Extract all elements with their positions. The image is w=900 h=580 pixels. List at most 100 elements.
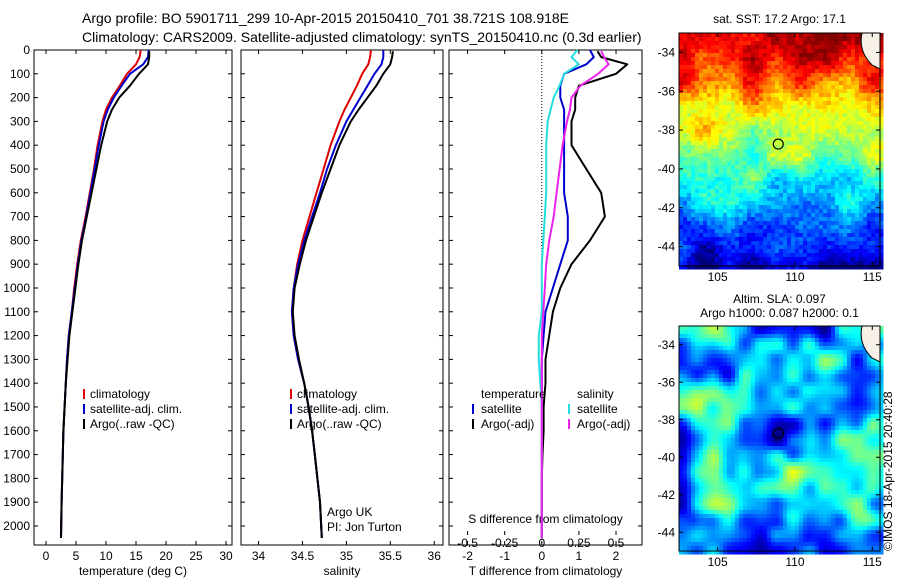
legend-label: satellite (481, 402, 522, 416)
map-cell (851, 257, 856, 262)
map-cell (839, 65, 844, 70)
map-cell (679, 265, 684, 270)
map-cell (811, 125, 816, 130)
map-cell (719, 265, 724, 270)
map-cell (767, 438, 772, 443)
map-cell (795, 237, 800, 242)
map-cell (863, 450, 868, 455)
map-cell (791, 181, 796, 186)
map-cell (775, 121, 780, 126)
map-cell (843, 73, 848, 78)
map-cell (687, 326, 692, 331)
map-cell (819, 430, 824, 435)
map-cell (731, 61, 736, 66)
map-cell (803, 394, 808, 399)
map-cell (767, 249, 772, 254)
map-cell (687, 225, 692, 230)
map-cell (763, 153, 768, 158)
map-cell (755, 77, 760, 82)
map-cell (727, 81, 732, 86)
map-cell (723, 197, 728, 202)
map-cell (687, 109, 692, 114)
map-cell (695, 161, 700, 166)
map-cell (707, 418, 712, 423)
map-cell (707, 121, 712, 126)
map-cell (847, 49, 852, 54)
map-cell (847, 414, 852, 419)
map-cell (739, 53, 744, 58)
map-cell (703, 45, 708, 50)
map-cell (687, 93, 692, 98)
map-cell (807, 229, 812, 234)
map-cell (791, 185, 796, 190)
map-cell (719, 109, 724, 114)
map-cell (775, 362, 780, 367)
map-cell (699, 245, 704, 250)
map-cell (747, 430, 752, 435)
map-y-tick-label: -44 (658, 240, 676, 254)
map-cell (719, 209, 724, 214)
map-cell (851, 450, 856, 455)
map-cell (683, 442, 688, 447)
map-cell (735, 370, 740, 375)
map-cell (795, 402, 800, 407)
map-cell (735, 149, 740, 154)
map-cell (783, 57, 788, 62)
map-cell (719, 161, 724, 166)
map-cell (715, 221, 720, 226)
map-cell (715, 233, 720, 238)
map-cell (735, 97, 740, 102)
map-cell (715, 253, 720, 258)
map-cell (707, 93, 712, 98)
map-cell (851, 77, 856, 82)
map-cell (683, 330, 688, 335)
map-cell (795, 149, 800, 154)
map-cell (843, 346, 848, 351)
map-cell (699, 442, 704, 447)
map-cell (807, 245, 812, 250)
map-cell (691, 366, 696, 371)
map-cell (775, 378, 780, 383)
map-cell (787, 249, 792, 254)
map-cell (779, 330, 784, 335)
map-cell (763, 105, 768, 110)
map-cell (775, 414, 780, 419)
map-cell (867, 109, 872, 114)
map-cell (763, 454, 768, 459)
legend-label: climatology (90, 387, 150, 401)
map-cell (691, 197, 696, 202)
map-cell (811, 69, 816, 74)
map-cell (843, 330, 848, 335)
map-cell (679, 185, 684, 190)
map-cell (767, 189, 772, 194)
map-cell (787, 165, 792, 170)
map-cell (711, 350, 716, 355)
map-cell (831, 177, 836, 182)
map-cell (799, 193, 804, 198)
map-cell (819, 442, 824, 447)
map-cell (767, 450, 772, 455)
map-cell (855, 33, 860, 38)
map-cell (683, 261, 688, 266)
map-cell (803, 406, 808, 411)
map-cell (839, 117, 844, 122)
map-cell (807, 145, 812, 150)
map-cell (751, 245, 756, 250)
map-cell (803, 189, 808, 194)
map-cell (835, 109, 840, 114)
map-cell (831, 61, 836, 66)
map-cell (795, 185, 800, 190)
map-cell (775, 117, 780, 122)
map-cell (743, 346, 748, 351)
map-cell (699, 201, 704, 206)
map-cell (831, 410, 836, 415)
map-cell (699, 434, 704, 439)
map-cell (791, 245, 796, 250)
map-cell (819, 117, 824, 122)
map-cell (843, 173, 848, 178)
map-cell (879, 53, 884, 58)
map-cell (747, 334, 752, 339)
map-cell (795, 241, 800, 246)
map-cell (783, 350, 788, 355)
map-cell (699, 145, 704, 150)
